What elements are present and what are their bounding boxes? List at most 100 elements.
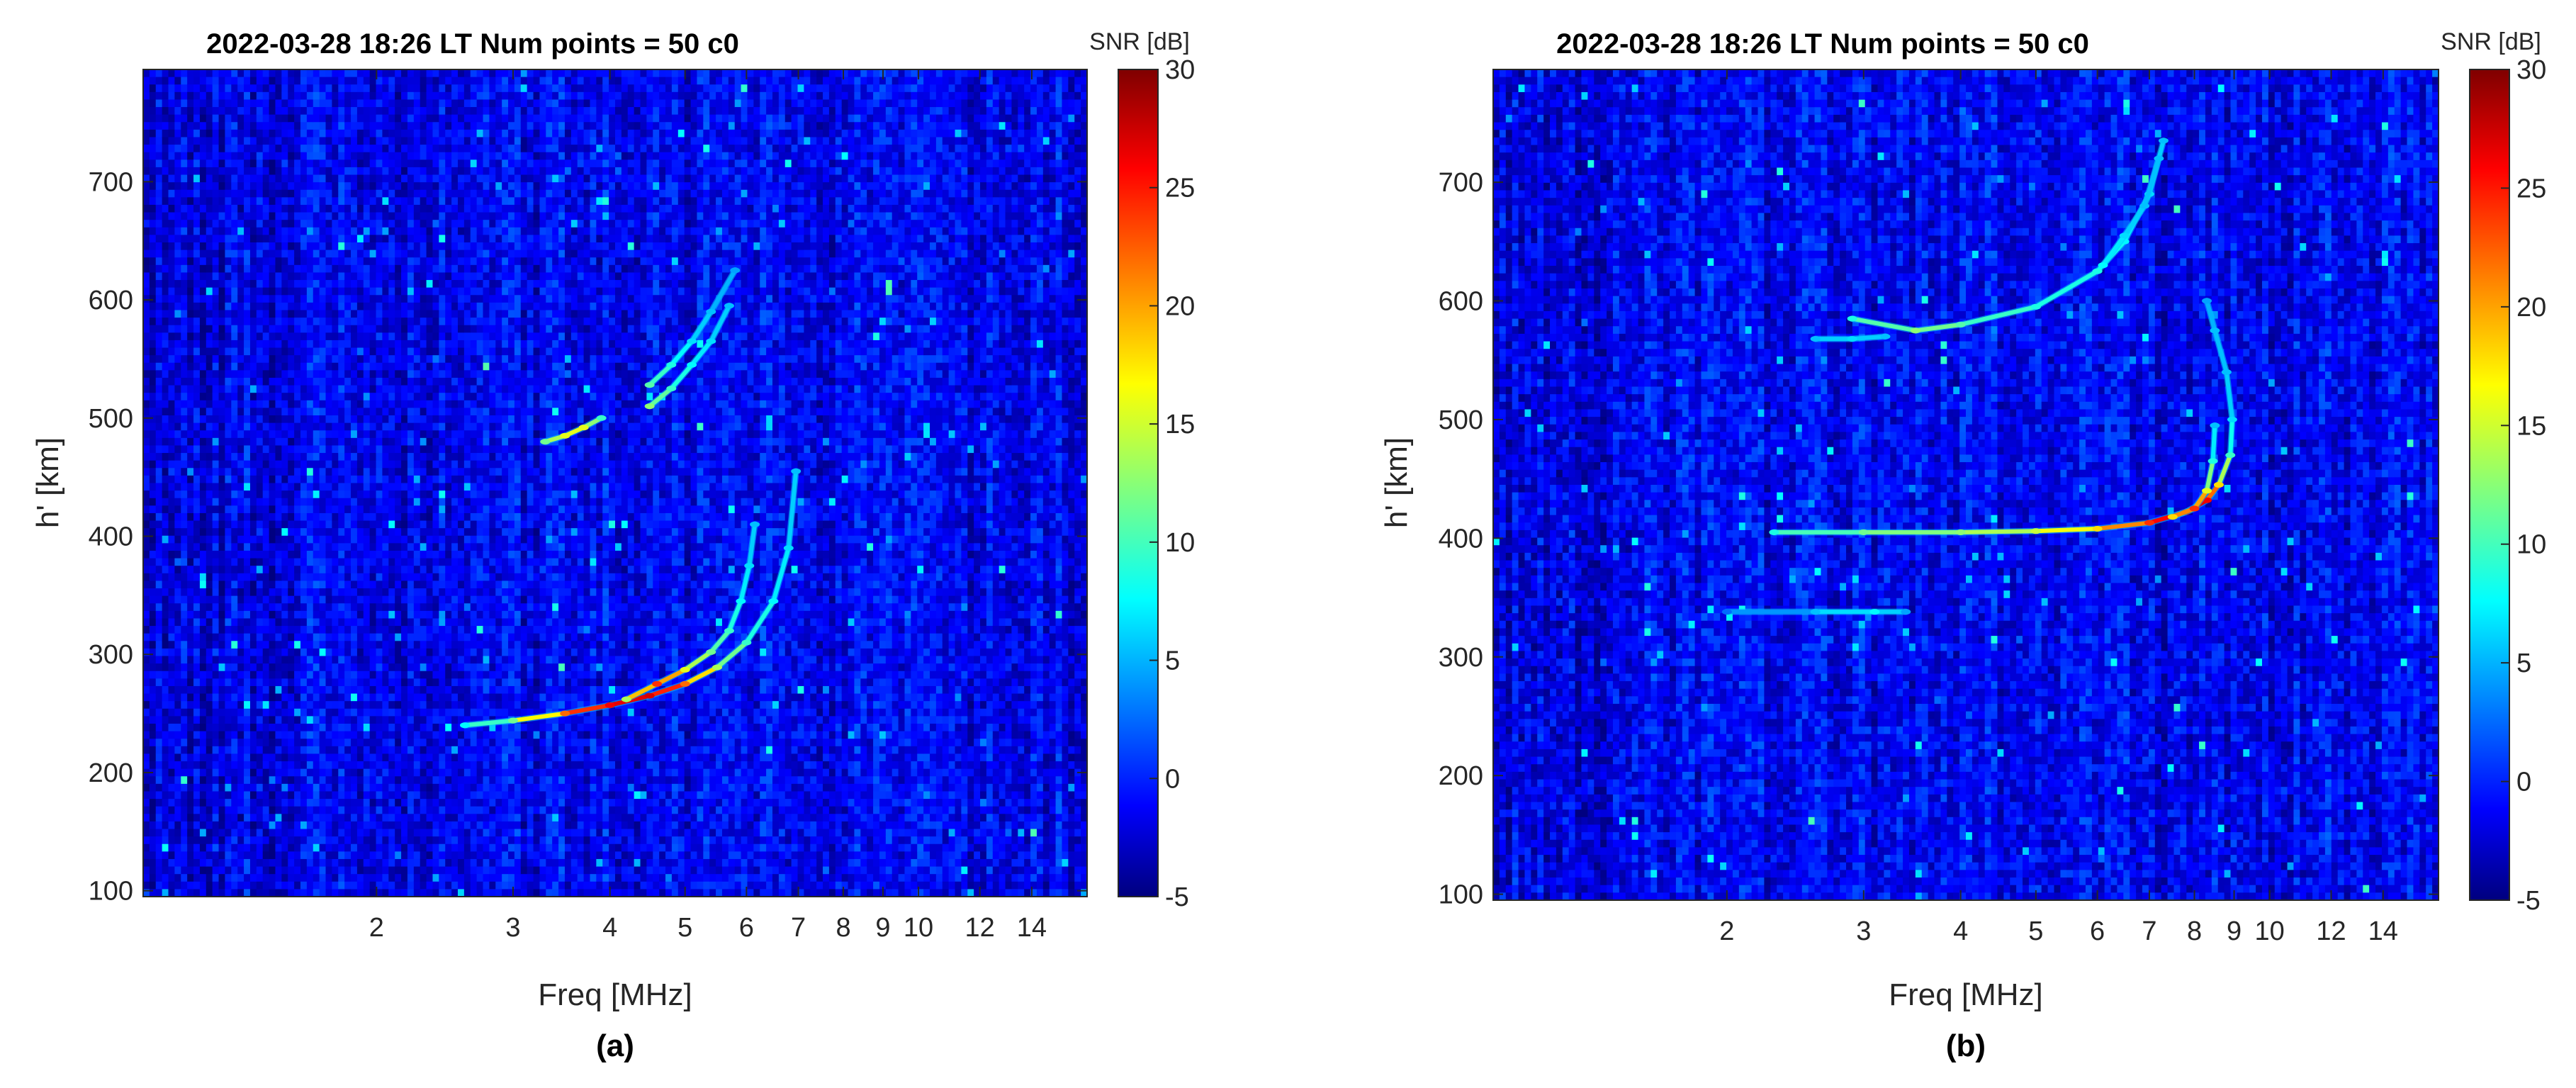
noise-cell <box>156 197 162 205</box>
noise-cell <box>143 130 150 138</box>
noise-cell <box>169 182 175 190</box>
noise-cell <box>156 265 162 273</box>
noise-cell <box>169 851 175 859</box>
noise-cell <box>187 378 193 386</box>
noise-cell <box>174 505 181 513</box>
noise-cell <box>156 844 162 852</box>
noise-cell <box>193 69 200 77</box>
noise-cell <box>143 611 150 619</box>
noise-cell <box>162 761 169 769</box>
noise-cell <box>169 445 175 453</box>
noise-cell <box>143 318 150 325</box>
noise-cell <box>156 476 162 483</box>
noise-cell <box>174 814 181 821</box>
noise-cell <box>169 213 175 220</box>
noise-cell <box>174 543 181 551</box>
noise-cell <box>143 295 150 303</box>
noise-cell <box>174 137 181 145</box>
noise-cell <box>181 453 187 461</box>
noise-cell <box>150 784 156 792</box>
noise-cell <box>169 295 175 303</box>
noise-cell <box>187 250 193 258</box>
noise-cell <box>150 415 156 423</box>
noise-cell <box>143 596 150 604</box>
noise-cell <box>181 844 187 852</box>
noise-cell <box>162 250 169 258</box>
noise-cell <box>169 513 175 521</box>
noise-cell <box>150 190 156 198</box>
noise-cell <box>150 355 156 363</box>
noise-cell <box>187 453 193 461</box>
noise-cell <box>150 99 156 107</box>
noise-cell <box>187 791 193 799</box>
noise-cell <box>162 709 169 717</box>
noise-cell <box>156 618 162 626</box>
noise-cell <box>187 528 193 536</box>
noise-cell <box>169 566 175 573</box>
noise-cell <box>156 228 162 235</box>
noise-cell <box>174 716 181 724</box>
noise-cell <box>169 197 175 205</box>
noise-cell <box>156 671 162 679</box>
noise-cell <box>174 596 181 604</box>
noise-cell <box>143 205 150 213</box>
noise-cell <box>162 784 169 792</box>
noise-cell <box>150 288 156 296</box>
noise-cell <box>174 145 181 152</box>
noise-cell <box>143 581 150 588</box>
noise-cell <box>143 378 150 386</box>
noise-cell <box>187 701 193 709</box>
noise-cell <box>143 859 150 867</box>
noise-cell <box>169 836 175 844</box>
noise-cell <box>150 137 156 145</box>
noise-cell <box>174 566 181 573</box>
noise-cell <box>181 190 187 198</box>
noise-cell <box>193 295 200 303</box>
noise-cell <box>174 882 181 890</box>
noise-cell <box>156 791 162 799</box>
noise-cell <box>174 69 181 77</box>
noise-cell <box>150 130 156 138</box>
noise-cell <box>150 77 156 85</box>
noise-cell <box>169 137 175 145</box>
noise-cell <box>181 686 187 694</box>
noise-cell <box>181 716 187 724</box>
noise-cell <box>187 483 193 491</box>
noise-cell <box>174 739 181 746</box>
noise-cell <box>162 197 169 205</box>
noise-cell <box>143 746 150 754</box>
noise-cell <box>162 400 169 408</box>
noise-cell <box>169 99 175 107</box>
noise-cell <box>156 836 162 844</box>
noise-cell <box>150 513 156 521</box>
noise-cell <box>156 445 162 453</box>
noise-cell <box>150 761 156 769</box>
noise-cell <box>193 386 200 393</box>
noise-cell <box>181 318 187 325</box>
noise-cell <box>169 468 175 476</box>
noise-cell <box>143 115 150 123</box>
noise-cell <box>156 641 162 649</box>
noise-cell <box>143 656 150 664</box>
noise-cell <box>187 784 193 792</box>
noise-cell <box>162 769 169 777</box>
noise-cell <box>174 807 181 814</box>
noise-cell <box>181 731 187 739</box>
noise-cell <box>143 678 150 686</box>
noise-cell <box>174 220 181 228</box>
noise-cell <box>150 265 156 273</box>
noise-cell <box>150 882 156 890</box>
noise-cell <box>150 476 156 483</box>
noise-cell <box>187 332 193 340</box>
noise-cell <box>162 115 169 123</box>
noise-cell <box>169 761 175 769</box>
noise-cell <box>169 325 175 333</box>
panel-a: 2022-03-28 18:26 LT Num points = 50 c0 S… <box>30 28 1195 1063</box>
noise-cell <box>162 205 169 213</box>
noise-cell <box>181 415 187 423</box>
noise-cell <box>169 69 175 77</box>
noise-cell <box>193 213 200 220</box>
noise-cell <box>169 678 175 686</box>
noise-cell <box>169 423 175 431</box>
noise-cell <box>193 303 200 310</box>
